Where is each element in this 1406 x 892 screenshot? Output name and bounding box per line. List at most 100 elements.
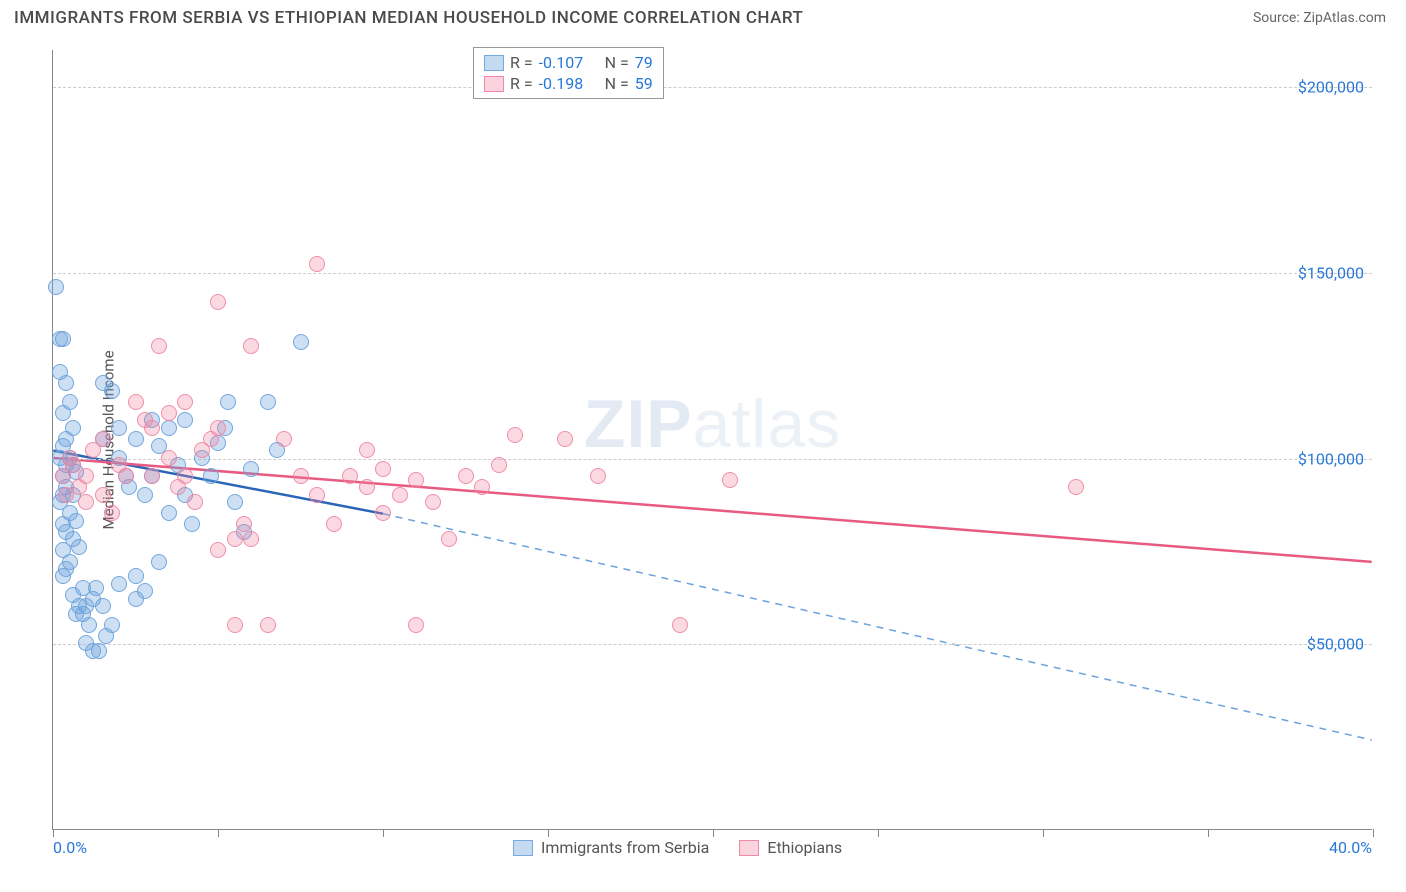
data-point-ethiopia	[78, 494, 94, 510]
data-point-serbia	[55, 568, 71, 584]
data-point-ethiopia	[276, 431, 292, 447]
data-point-ethiopia	[128, 394, 144, 410]
x-tick	[548, 829, 549, 837]
series-legend: Immigrants from Serbia Ethiopians	[513, 838, 842, 857]
data-point-ethiopia	[104, 505, 120, 521]
legend-row-serbia: R = -0.107 N = 79	[484, 52, 653, 73]
data-point-ethiopia	[359, 479, 375, 495]
trend-line-dashed	[383, 514, 1372, 740]
data-point-serbia	[111, 420, 127, 436]
data-point-ethiopia	[474, 479, 490, 495]
data-point-ethiopia	[441, 531, 457, 547]
gridline	[53, 459, 1372, 460]
data-point-serbia	[71, 539, 87, 555]
watermark: ZIPatlas	[584, 385, 841, 463]
data-point-ethiopia	[177, 394, 193, 410]
legend-item-ethiopia: Ethiopians	[739, 838, 842, 857]
data-point-ethiopia	[375, 505, 391, 521]
x-tick	[713, 829, 714, 837]
data-point-serbia	[293, 334, 309, 350]
data-point-serbia	[243, 461, 259, 477]
data-point-ethiopia	[144, 420, 160, 436]
data-point-ethiopia	[309, 487, 325, 503]
data-point-ethiopia	[590, 468, 606, 484]
data-point-serbia	[91, 643, 107, 659]
data-point-ethiopia	[243, 338, 259, 354]
data-point-ethiopia	[65, 457, 81, 473]
scatter-chart: Median Household Income ZIPatlas R = -0.…	[52, 50, 1372, 830]
data-point-ethiopia	[161, 450, 177, 466]
data-point-serbia	[137, 583, 153, 599]
data-point-ethiopia	[458, 468, 474, 484]
swatch-blue-icon	[484, 55, 504, 71]
x-tick	[878, 829, 879, 837]
data-point-serbia	[55, 331, 71, 347]
data-point-ethiopia	[408, 472, 424, 488]
data-point-ethiopia	[309, 256, 325, 272]
data-point-ethiopia	[203, 431, 219, 447]
data-point-serbia	[227, 494, 243, 510]
data-point-serbia	[128, 431, 144, 447]
data-point-serbia	[161, 420, 177, 436]
gridline	[53, 273, 1372, 274]
data-point-ethiopia	[326, 516, 342, 532]
data-point-ethiopia	[243, 531, 259, 547]
data-point-serbia	[95, 598, 111, 614]
source-attribution: Source: ZipAtlas.com	[1253, 10, 1386, 26]
data-point-ethiopia	[672, 617, 688, 633]
data-point-ethiopia	[293, 468, 309, 484]
data-point-serbia	[48, 279, 64, 295]
x-tick	[1373, 829, 1374, 837]
gridline	[53, 87, 1372, 88]
swatch-pink-icon	[739, 840, 759, 856]
x-tick	[1208, 829, 1209, 837]
data-point-serbia	[137, 487, 153, 503]
data-point-serbia	[260, 394, 276, 410]
trend-lines	[53, 50, 1372, 829]
data-point-ethiopia	[170, 479, 186, 495]
data-point-serbia	[111, 576, 127, 592]
y-tick-label: $50,000	[1307, 635, 1364, 654]
data-point-ethiopia	[1068, 479, 1084, 495]
x-tick	[1043, 829, 1044, 837]
data-point-serbia	[62, 394, 78, 410]
legend-row-ethiopia: R = -0.198 N = 59	[484, 73, 653, 94]
data-point-ethiopia	[408, 617, 424, 633]
data-point-serbia	[71, 598, 87, 614]
data-point-serbia	[88, 580, 104, 596]
y-tick-label: $150,000	[1298, 263, 1364, 282]
x-tick	[218, 829, 219, 837]
data-point-serbia	[58, 375, 74, 391]
data-point-ethiopia	[375, 461, 391, 477]
x-tick	[53, 829, 54, 837]
data-point-serbia	[177, 412, 193, 428]
data-point-ethiopia	[95, 487, 111, 503]
data-point-ethiopia	[95, 431, 111, 447]
data-point-ethiopia	[491, 457, 507, 473]
data-point-ethiopia	[118, 468, 134, 484]
data-point-ethiopia	[342, 468, 358, 484]
data-point-ethiopia	[227, 531, 243, 547]
data-point-ethiopia	[236, 516, 252, 532]
swatch-blue-icon	[513, 840, 533, 856]
data-point-ethiopia	[151, 338, 167, 354]
correlation-legend: R = -0.107 N = 79 R = -0.198 N = 59	[473, 47, 664, 99]
chart-title: IMMIGRANTS FROM SERBIA VS ETHIOPIAN MEDI…	[14, 8, 803, 28]
legend-item-serbia: Immigrants from Serbia	[513, 838, 709, 857]
data-point-ethiopia	[722, 472, 738, 488]
data-point-serbia	[128, 568, 144, 584]
x-tick-label: 40.0%	[1329, 838, 1372, 857]
y-tick-label: $200,000	[1298, 78, 1364, 97]
data-point-ethiopia	[78, 468, 94, 484]
data-point-serbia	[98, 628, 114, 644]
data-point-ethiopia	[187, 494, 203, 510]
y-tick-label: $100,000	[1298, 449, 1364, 468]
data-point-serbia	[220, 394, 236, 410]
data-point-ethiopia	[161, 405, 177, 421]
data-point-serbia	[161, 505, 177, 521]
gridline	[53, 644, 1372, 645]
data-point-ethiopia	[392, 487, 408, 503]
data-point-serbia	[203, 468, 219, 484]
data-point-ethiopia	[557, 431, 573, 447]
data-point-ethiopia	[359, 442, 375, 458]
